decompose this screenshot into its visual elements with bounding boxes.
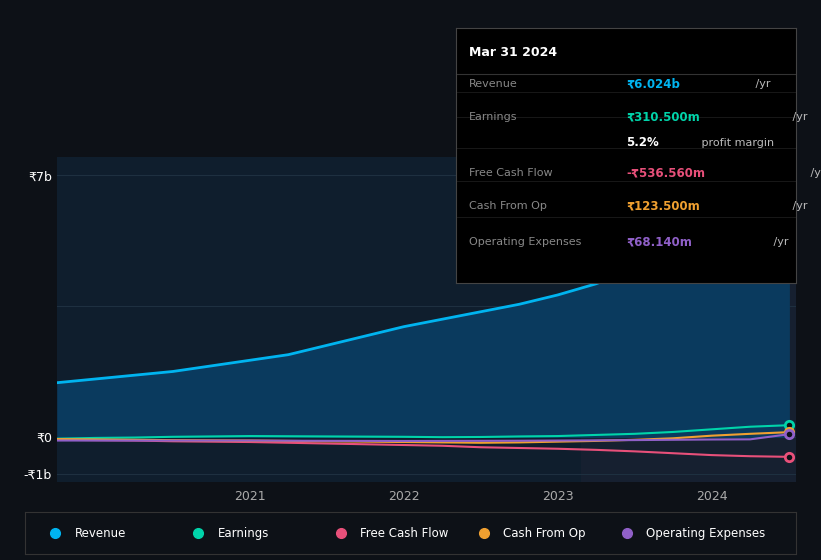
Text: -₹536.560m: -₹536.560m — [626, 167, 705, 180]
Text: Mar 31 2024: Mar 31 2024 — [470, 46, 557, 59]
Text: /yr: /yr — [806, 168, 821, 178]
Text: /yr: /yr — [770, 237, 789, 247]
Text: 5.2%: 5.2% — [626, 136, 658, 149]
Text: Operating Expenses: Operating Expenses — [646, 527, 765, 540]
Text: Earnings: Earnings — [470, 112, 518, 122]
Text: Cash From Op: Cash From Op — [503, 527, 585, 540]
Text: Revenue: Revenue — [470, 79, 518, 89]
Text: ₹310.500m: ₹310.500m — [626, 111, 699, 124]
Text: ₹123.500m: ₹123.500m — [626, 200, 699, 213]
Text: Free Cash Flow: Free Cash Flow — [360, 527, 449, 540]
Text: /yr: /yr — [788, 202, 807, 211]
Bar — [580, 157, 796, 482]
Text: Cash From Op: Cash From Op — [470, 202, 547, 211]
Text: Operating Expenses: Operating Expenses — [470, 237, 581, 247]
Text: profit margin: profit margin — [698, 138, 774, 148]
Text: Free Cash Flow: Free Cash Flow — [470, 168, 553, 178]
Text: /yr: /yr — [752, 79, 771, 89]
Text: ₹6.024b: ₹6.024b — [626, 77, 680, 91]
Text: ₹68.140m: ₹68.140m — [626, 236, 692, 249]
Text: Earnings: Earnings — [218, 527, 269, 540]
Text: Revenue: Revenue — [75, 527, 126, 540]
Text: /yr: /yr — [788, 112, 807, 122]
